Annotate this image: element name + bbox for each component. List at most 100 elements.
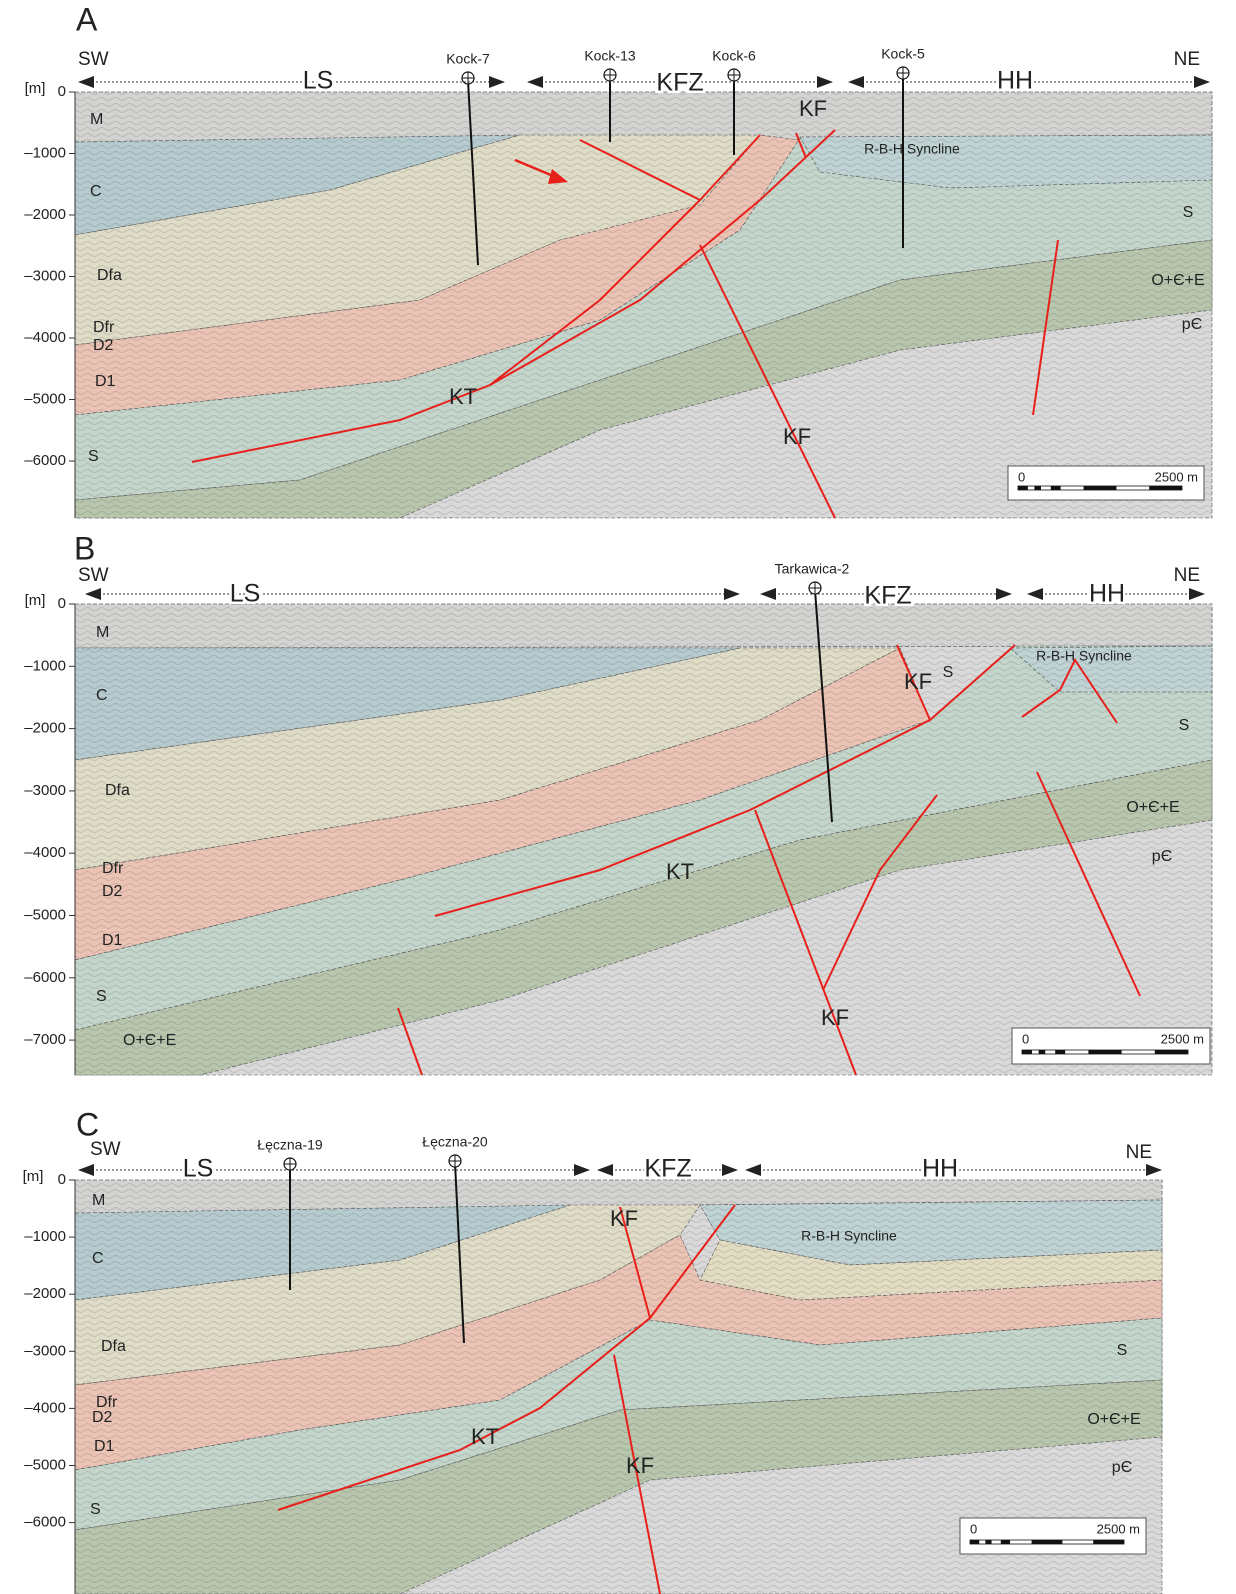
depth-tick-label: –7000 — [24, 1031, 66, 1048]
scale-label: 0 — [970, 1521, 977, 1536]
zone-label: KFZ — [656, 69, 703, 97]
unit-label: S — [88, 448, 99, 465]
fault-label: KF — [610, 1206, 638, 1231]
depth-tick-label: –3000 — [24, 782, 66, 799]
arrowhead — [1189, 588, 1205, 600]
scale-segment — [1018, 486, 1028, 490]
unit-label: D1 — [95, 373, 116, 390]
syncline-label: R-B-H Syncline — [1036, 648, 1132, 664]
arrowhead — [85, 588, 101, 600]
depth-tick-label: –2000 — [24, 1285, 66, 1302]
unit-label: D2 — [93, 337, 114, 354]
unit-label: C — [90, 183, 102, 200]
scale-label: 0 — [1018, 469, 1025, 484]
syncline-label: R-B-H Syncline — [801, 1228, 897, 1244]
depth-tick-label: –6000 — [24, 452, 66, 469]
direction-label: NE — [1174, 565, 1200, 586]
direction-label: SW — [78, 565, 109, 586]
fault-label: KF — [904, 669, 932, 694]
unit-label: M — [96, 624, 109, 641]
arrowhead — [724, 588, 740, 600]
depth-tick-label: –6000 — [24, 1514, 66, 1531]
fault-label: KF — [821, 1005, 849, 1030]
unit-label: Dfa — [97, 267, 122, 284]
arrowhead — [760, 588, 776, 600]
scale-segment — [1051, 486, 1061, 490]
zone-label: KFZ — [644, 1155, 691, 1183]
scale-label: 2500 m — [1161, 1031, 1204, 1046]
depth-tick-label: –3000 — [24, 1342, 66, 1359]
scale-segment — [1001, 1540, 1010, 1544]
depth-tick-label: –3000 — [24, 267, 66, 284]
unit-label: D2 — [102, 883, 123, 900]
depth-tick-label: –1000 — [24, 1228, 66, 1245]
unit-label: M — [92, 1192, 105, 1209]
depth-tick-label: 0 — [58, 595, 66, 612]
depth-unit: [m] — [23, 1168, 44, 1185]
depth-tick-label: –4000 — [24, 1399, 66, 1416]
fault-label: KT — [471, 1424, 499, 1449]
well-name: Kock-7 — [446, 51, 490, 67]
unit-label: C — [92, 1250, 104, 1267]
zone-label: LS — [303, 67, 334, 95]
zone-label: HH — [997, 67, 1033, 95]
depth-tick-label: –4000 — [24, 844, 66, 861]
arrowhead — [745, 1164, 761, 1176]
zone-label: LS — [183, 1155, 214, 1183]
arrowhead — [574, 1164, 590, 1176]
well-name: Kock-13 — [584, 48, 636, 64]
scale-segment — [985, 1540, 991, 1544]
arrowhead — [1146, 1164, 1162, 1176]
layers — [75, 92, 1212, 1594]
arrowhead — [527, 76, 543, 88]
unit-label: D1 — [94, 1438, 115, 1455]
arrowhead — [996, 588, 1012, 600]
panel-letter: A — [76, 1, 98, 37]
depth-tick-label: 0 — [58, 1171, 66, 1188]
depth-tick-label: –5000 — [24, 390, 66, 407]
seismic-texture — [75, 604, 1212, 1075]
figure: Kock-7Kock-13Kock-6Kock-5LSKFZHHASWNE[m]… — [0, 0, 1236, 1594]
arrowhead — [1027, 588, 1043, 600]
seismic-texture — [75, 92, 1212, 518]
depth-tick-label: –6000 — [24, 969, 66, 986]
zone-label: HH — [922, 1155, 958, 1183]
scale-segment — [1155, 1050, 1188, 1054]
zone-label: HH — [1089, 580, 1125, 608]
unit-label: S — [943, 664, 954, 681]
well-name: Tarkawica-2 — [775, 561, 850, 577]
scale-segment — [1088, 1050, 1121, 1054]
depth-tick-label: –2000 — [24, 206, 66, 223]
scale-label: 2500 m — [1155, 469, 1198, 484]
unit-label: S — [1179, 717, 1190, 734]
fault-label: KT — [666, 859, 694, 884]
panel-letter: C — [76, 1106, 99, 1142]
unit-label: pЄ — [1112, 1459, 1132, 1476]
depth-tick-label: –5000 — [24, 1456, 66, 1473]
scale-segment — [1149, 486, 1182, 490]
well-name: Kock-6 — [712, 48, 756, 64]
panel-letter: B — [74, 530, 95, 566]
unit-label: Dfr — [102, 860, 124, 877]
scale-segment — [1022, 1050, 1032, 1054]
fault-label: KF — [783, 424, 811, 449]
unit-label: S — [1117, 1342, 1128, 1359]
scale-segment — [1032, 1540, 1063, 1544]
scale-segment — [970, 1540, 979, 1544]
well-name: Łęczna-20 — [422, 1134, 488, 1150]
unit-label: O+Є+E — [1087, 1411, 1140, 1428]
depth-tick-label: –5000 — [24, 906, 66, 923]
unit-label: M — [90, 111, 103, 128]
unit-label: Dfr — [93, 319, 115, 336]
scale-label: 2500 m — [1097, 1521, 1140, 1536]
well-name: Łęczna-19 — [257, 1137, 323, 1153]
fault-label: KF — [626, 1453, 654, 1478]
scale-segment — [1093, 1540, 1124, 1544]
unit-label: O+Є+E — [123, 1032, 176, 1049]
depth-tick-label: –1000 — [24, 144, 66, 161]
unit-label: S — [96, 988, 107, 1005]
scale-segment — [1084, 486, 1117, 490]
fault-label: KF — [799, 96, 827, 121]
arrowhead — [1194, 76, 1210, 88]
direction-label: SW — [90, 1139, 121, 1160]
